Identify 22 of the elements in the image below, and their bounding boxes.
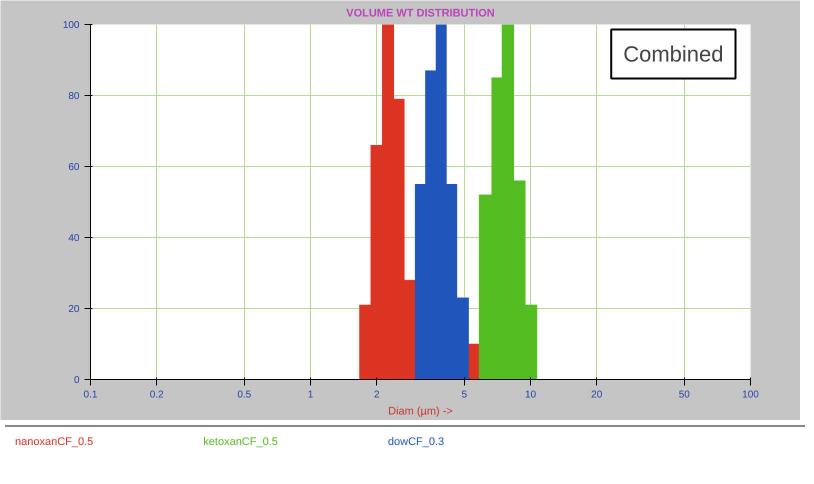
x-tick-label: 0.1 (84, 390, 98, 400)
y-tick-label: 100 (62, 20, 80, 31)
text: nanoxanCF_0.5 (15, 436, 94, 448)
x-tick-label: 50 (678, 390, 690, 400)
y-tick-label: 20 (68, 304, 80, 315)
x-tick-label: 0.2 (150, 390, 164, 400)
x-axis-title: Diam (µm) -> (388, 406, 453, 418)
x-tick-label: 100 (742, 390, 760, 400)
x-tick-label: 2 (374, 390, 380, 400)
x-tick-label: 5 (461, 390, 468, 400)
y-tick-label: 0 (74, 375, 80, 386)
y-tick-label: 60 (68, 162, 80, 173)
text: ketoxanCF_0.5 (203, 436, 278, 448)
y-tick-label: 40 (68, 233, 80, 244)
y-tick-label: 80 (68, 91, 80, 102)
x-tick-label: 1 (308, 390, 314, 400)
x-tick-label: 10 (524, 390, 536, 400)
chart-title: VOLUME WT DISTRIBUTION (346, 8, 495, 20)
x-tick-label: 20 (591, 390, 603, 400)
annotation: Combined (623, 42, 724, 66)
x-tick-label: 0.5 (237, 390, 252, 400)
text: dowCF_0.3 (388, 436, 444, 448)
